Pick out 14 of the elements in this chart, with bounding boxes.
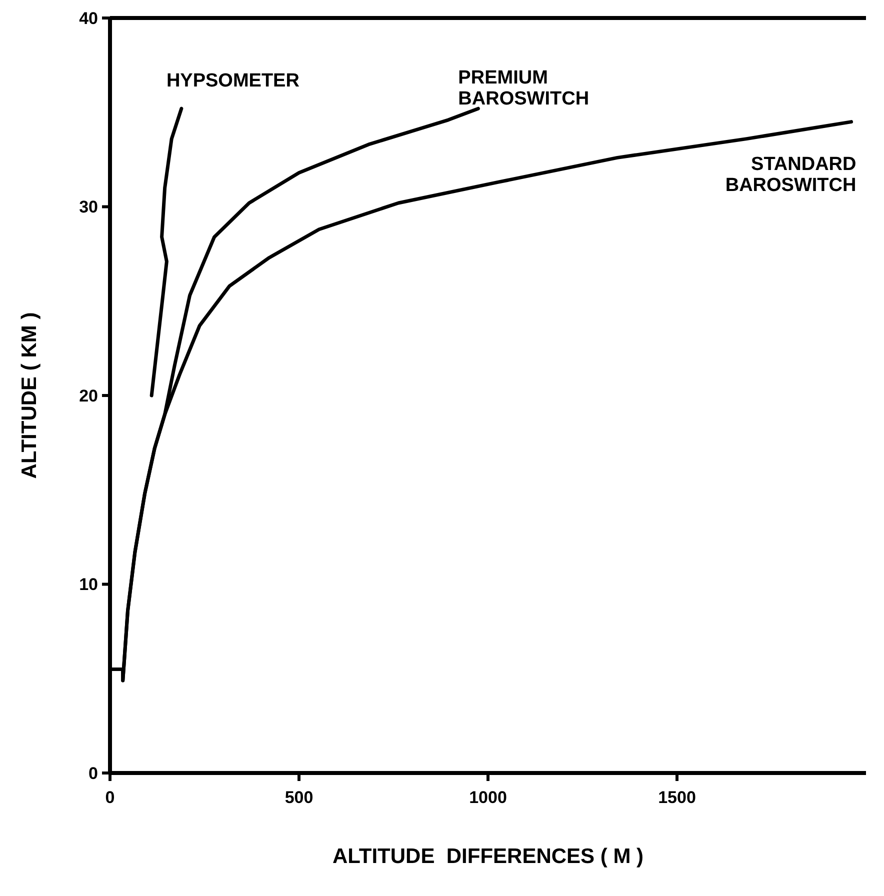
y-tick-label: 10 <box>79 575 98 594</box>
series-label: HYPSOMETER <box>166 70 300 92</box>
x-tick-label: 500 <box>284 788 314 807</box>
series-label: PREMIUM BAROSWITCH <box>458 68 590 110</box>
y-tick-label: 40 <box>79 8 98 28</box>
y-tick-label: 0 <box>88 764 98 783</box>
y-tick-label: 20 <box>79 386 98 406</box>
x-tick-label: 0 <box>105 788 115 807</box>
y-axis-title: ALTITUDE ( KM ) <box>18 312 41 479</box>
series-label: STANDARD BAROSWITCH <box>725 154 856 196</box>
x-axis-title: ALTITUDE DIFFERENCES ( M ) <box>332 845 644 868</box>
x-tick-label: 1000 <box>469 788 507 807</box>
x-tick-label: 1500 <box>658 788 696 807</box>
y-tick-label: 30 <box>79 198 98 217</box>
